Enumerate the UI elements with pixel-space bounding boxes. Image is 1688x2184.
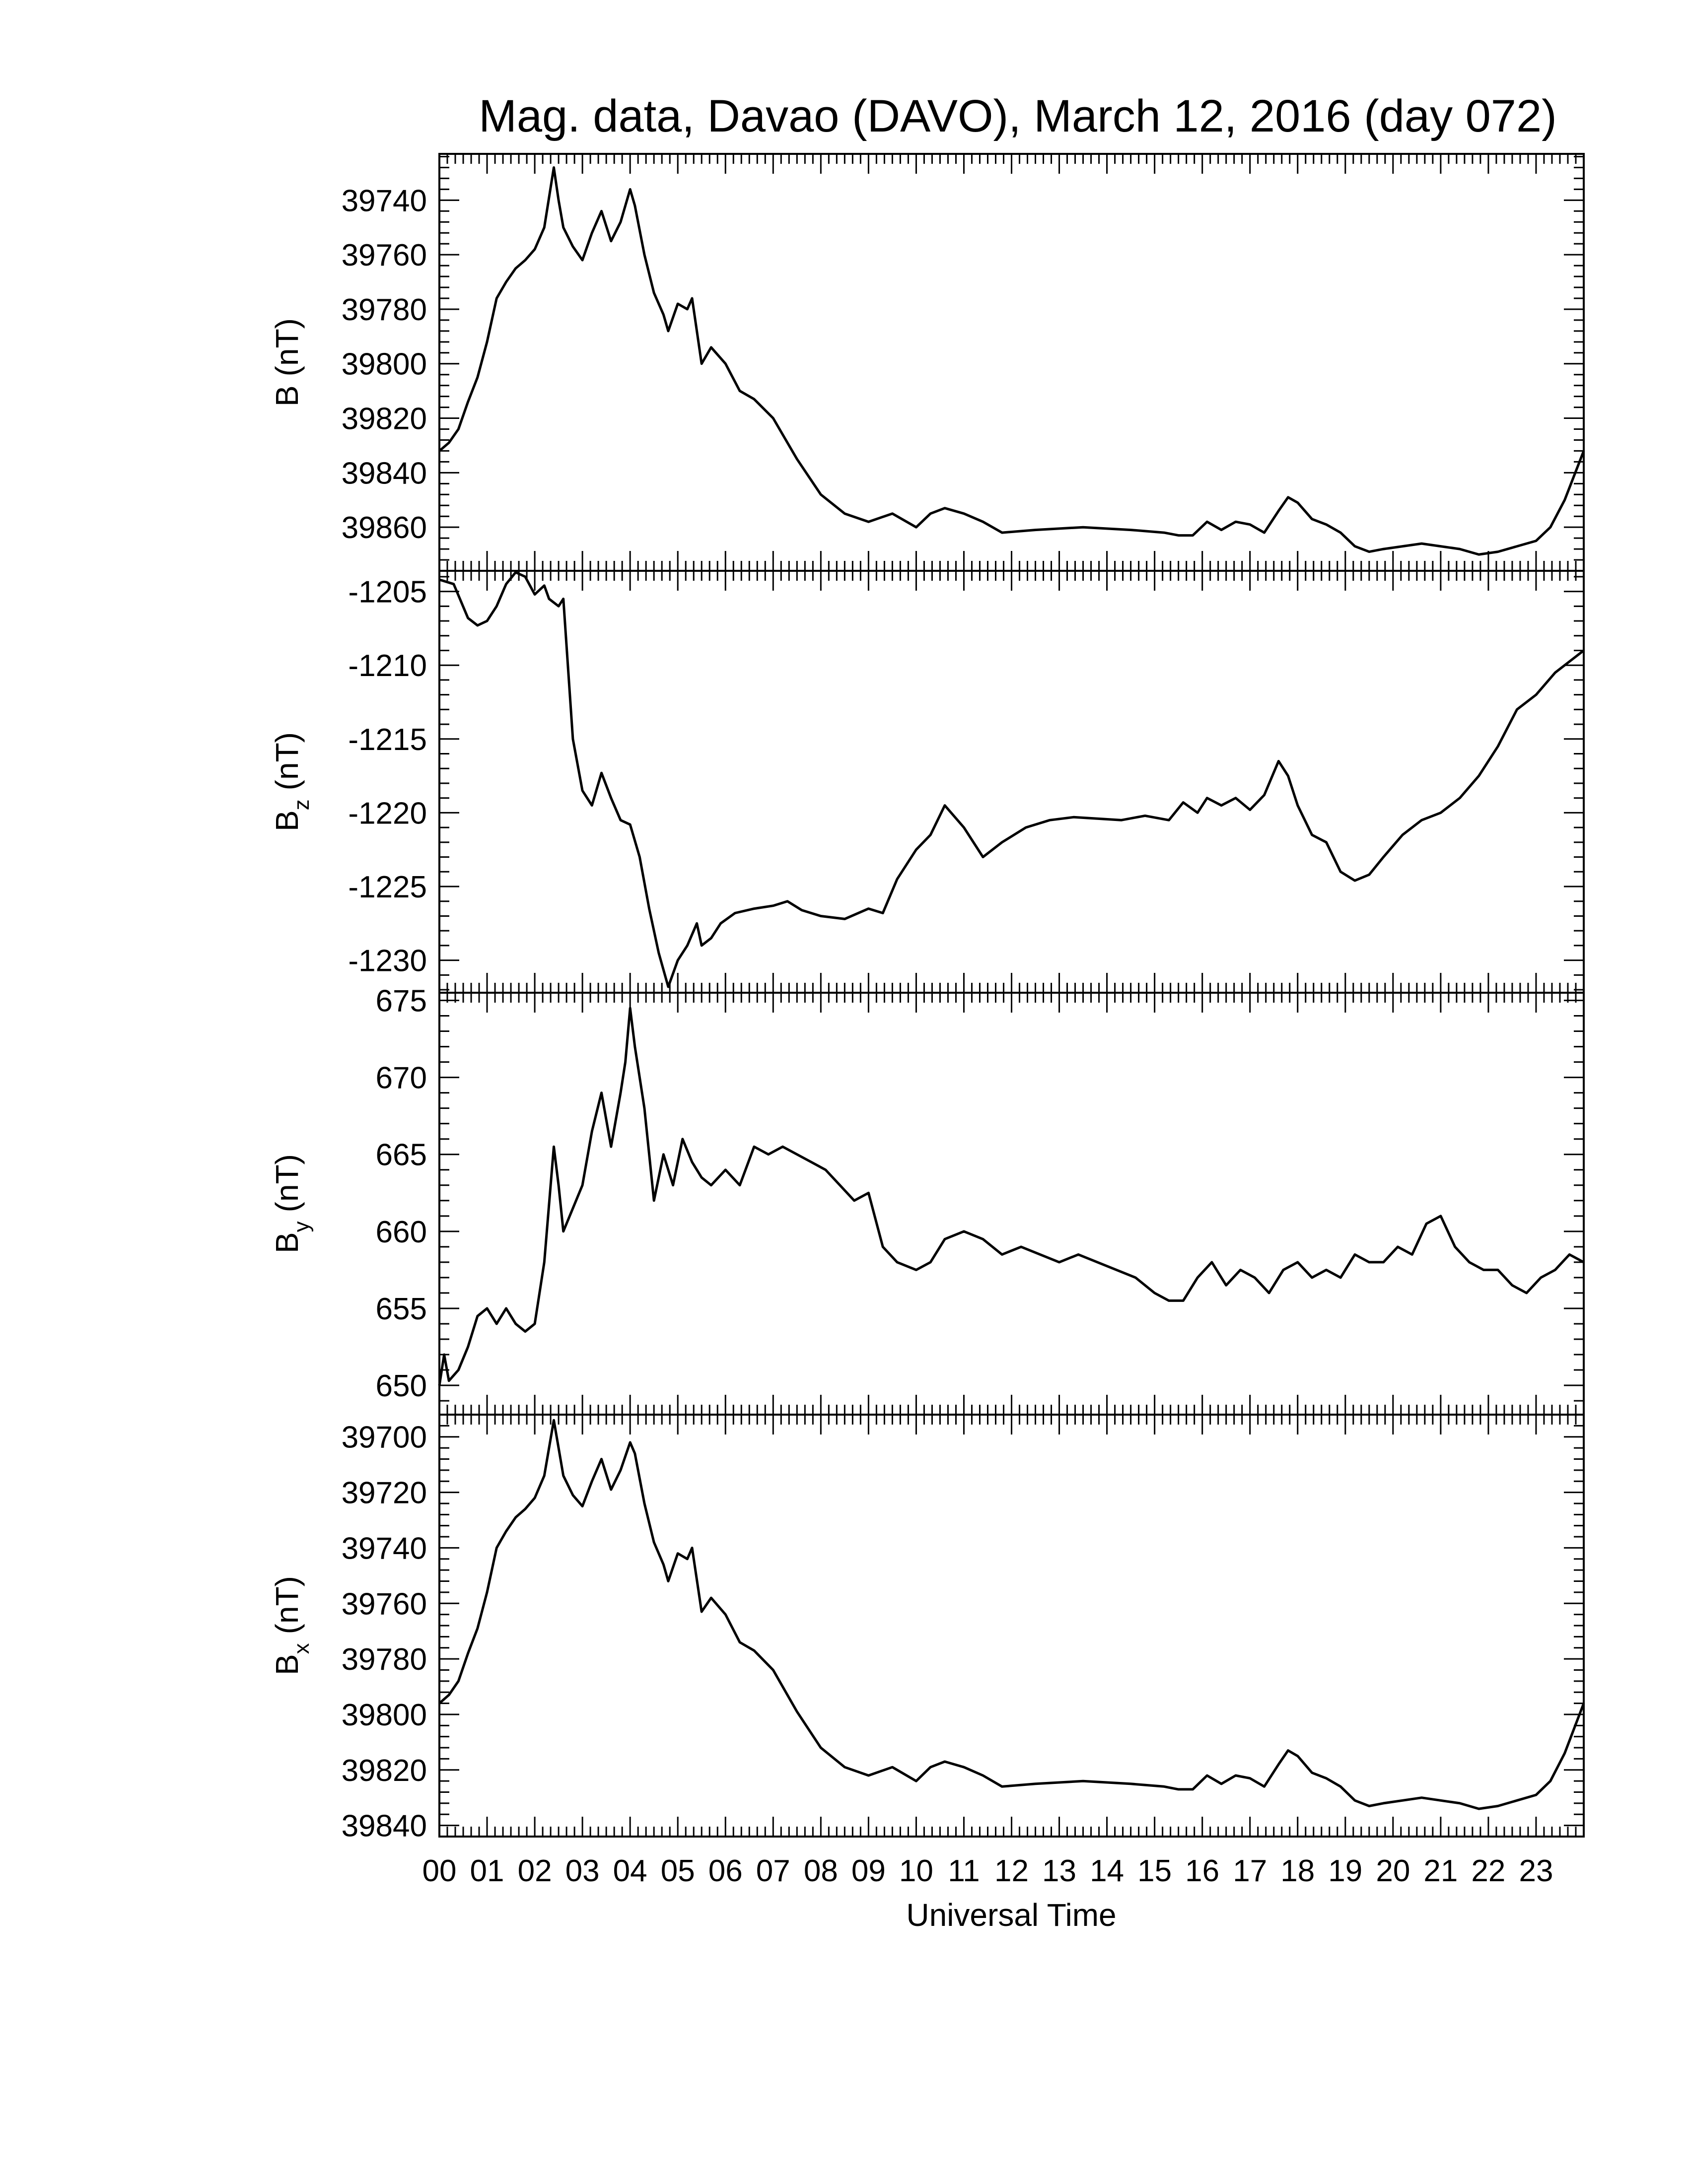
x-tick-label: 08 — [804, 1854, 838, 1888]
y-tick-label: 39860 — [342, 511, 427, 545]
x-tick-label: 15 — [1137, 1854, 1172, 1888]
x-tick-label: 10 — [899, 1854, 933, 1888]
x-tick-label: 14 — [1090, 1854, 1124, 1888]
panel-bz-ytick-labels: -1205 -1210 -1215 -1220 -1225 -1230 — [348, 575, 427, 978]
panel-bz-frame — [438, 570, 1585, 994]
x-tick-label: 21 — [1423, 1854, 1458, 1888]
ylabel-unit: (nT) — [269, 1154, 305, 1212]
ylabel-unit: (nT) — [269, 318, 305, 376]
y-tick-label: 660 — [376, 1215, 427, 1249]
panel-bx-series-line — [438, 1419, 1585, 1810]
x-tick-label: 20 — [1376, 1854, 1410, 1888]
y-tick-label: 39800 — [342, 347, 427, 382]
y-tick-label: -1210 — [348, 649, 427, 683]
y-tick-label: -1220 — [348, 796, 427, 830]
y-tick-label: 39780 — [342, 1642, 427, 1677]
y-tick-label: 39720 — [342, 1476, 427, 1510]
x-tick-label: 09 — [851, 1854, 886, 1888]
y-tick-label: 655 — [376, 1292, 427, 1326]
panel-b-total-series-line — [438, 166, 1585, 556]
x-tick-label: 13 — [1042, 1854, 1076, 1888]
panel-by-ytick-labels: 675 670 665 660 655 650 — [376, 984, 427, 1404]
x-tick-label: 16 — [1185, 1854, 1219, 1888]
x-tick-label: 23 — [1519, 1854, 1553, 1888]
ylabel-subscript: z — [289, 799, 314, 810]
panel-bx: 39840 39820 39800 39780 39760 39740 39720 39700… — [269, 1414, 1585, 1843]
x-tick-label: 05 — [661, 1854, 695, 1888]
ylabel-main: B — [269, 1654, 305, 1675]
ylabel-subscript: y — [289, 1221, 314, 1232]
ylabel-main: B — [269, 810, 305, 831]
x-axis-label: Universal Time — [906, 1897, 1116, 1933]
y-tick-label: 39760 — [342, 1587, 427, 1621]
panel-bx-frame — [438, 1414, 1585, 1838]
panel-b-total-ytick-labels: 39860 39840 39820 39800 39780 39760 39740 — [342, 184, 427, 545]
panel-b-total-ylabel: B (nT) — [269, 318, 305, 407]
x-tick-label: 01 — [470, 1854, 504, 1888]
chart-title: Mag. data, Davao (DAVO), March 12, 2016 … — [479, 91, 1557, 141]
y-tick-label: 39780 — [342, 293, 427, 327]
x-tick-labels: 00 01 02 03 04 05 06 07 08 09 10 11 12 13 14 15 16 17 18 19… — [422, 1854, 1553, 1888]
panel-bx-ytick-labels: 39840 39820 39800 39780 39760 39740 39720 39700 — [342, 1421, 427, 1843]
x-tick-label: 17 — [1233, 1854, 1267, 1888]
y-tick-label: 670 — [376, 1061, 427, 1095]
y-tick-label: -1225 — [348, 870, 427, 904]
panel-by-ylabel: By (nT) — [269, 1154, 314, 1253]
y-tick-label: 39800 — [342, 1698, 427, 1732]
y-tick-label: -1215 — [348, 723, 427, 757]
x-tick-label: 04 — [613, 1854, 647, 1888]
x-tick-label: 12 — [994, 1854, 1029, 1888]
panel-bz-ticks — [438, 571, 1585, 993]
y-tick-label: 650 — [376, 1369, 427, 1403]
panel-by-ticks — [438, 993, 1585, 1415]
x-tick-label: 06 — [708, 1854, 743, 1888]
y-tick-label: 39820 — [342, 402, 427, 436]
panel-b-total: 39860 39840 39820 39800 39780 39760 39740 B (nT… — [269, 153, 1585, 572]
y-tick-label: 39840 — [342, 456, 427, 490]
y-tick-label: 665 — [376, 1138, 427, 1172]
panel-by-frame — [438, 992, 1585, 1416]
panel-by-series-line — [438, 1007, 1585, 1386]
ylabel-main: B — [269, 1232, 305, 1253]
ylabel-main: B — [269, 385, 305, 407]
x-tick-label: 19 — [1328, 1854, 1362, 1888]
x-tick-label: 18 — [1280, 1854, 1315, 1888]
y-tick-label: 39740 — [342, 1531, 427, 1566]
panel-b-total-ticks — [438, 154, 1585, 572]
panel-bx-ticks — [438, 1414, 1585, 1838]
y-tick-label: 39760 — [342, 238, 427, 273]
x-tick-label: 00 — [422, 1854, 457, 1888]
y-tick-label: 39740 — [342, 184, 427, 218]
x-tick-label: 07 — [756, 1854, 790, 1888]
x-tick-label: 11 — [948, 1854, 980, 1888]
panel-by: 675 670 665 660 655 650 By (nT) — [269, 984, 1585, 1416]
panel-bz-ylabel: Bz (nT) — [269, 732, 314, 831]
x-tick-label: 02 — [518, 1854, 552, 1888]
panel-b-total-frame — [438, 153, 1585, 572]
ylabel-unit: (nT) — [269, 732, 305, 790]
panel-bz-series-line — [439, 571, 1585, 988]
panel-bz: -1205 -1210 -1215 -1220 -1225 -1230 Bz (nT) — [269, 570, 1585, 994]
y-tick-label: -1230 — [348, 944, 427, 978]
panel-bx-ylabel: Bx (nT) — [269, 1576, 314, 1675]
ylabel-unit: (nT) — [269, 1576, 305, 1634]
y-tick-label: 39820 — [342, 1754, 427, 1788]
y-tick-label: 39840 — [342, 1809, 427, 1843]
y-tick-label: -1205 — [348, 575, 427, 610]
x-tick-label: 22 — [1471, 1854, 1505, 1888]
y-tick-label: 39700 — [342, 1421, 427, 1455]
x-tick-label: 03 — [565, 1854, 600, 1888]
ylabel-subscript: x — [289, 1643, 314, 1654]
y-tick-label: 675 — [376, 984, 427, 1019]
